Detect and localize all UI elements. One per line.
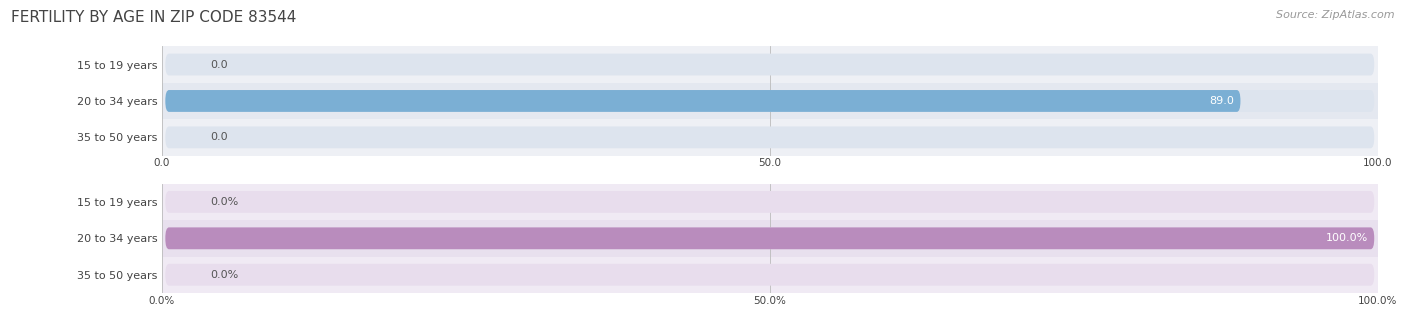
Text: 0.0%: 0.0% — [211, 270, 239, 280]
FancyBboxPatch shape — [166, 126, 1374, 148]
FancyBboxPatch shape — [166, 54, 1374, 75]
FancyBboxPatch shape — [166, 90, 1374, 112]
Text: Source: ZipAtlas.com: Source: ZipAtlas.com — [1277, 10, 1395, 20]
Bar — [162, 184, 1378, 220]
FancyBboxPatch shape — [166, 264, 1374, 286]
Bar — [162, 46, 1378, 83]
Text: 89.0: 89.0 — [1209, 96, 1234, 106]
FancyBboxPatch shape — [166, 227, 1374, 249]
Text: FERTILITY BY AGE IN ZIP CODE 83544: FERTILITY BY AGE IN ZIP CODE 83544 — [11, 10, 297, 25]
FancyBboxPatch shape — [166, 90, 1240, 112]
Text: 0.0: 0.0 — [211, 132, 228, 142]
Text: 100.0%: 100.0% — [1326, 233, 1368, 243]
Bar — [162, 83, 1378, 119]
Bar — [162, 220, 1378, 257]
Bar — [162, 257, 1378, 293]
Text: 0.0: 0.0 — [211, 60, 228, 70]
FancyBboxPatch shape — [166, 191, 1374, 213]
FancyBboxPatch shape — [166, 227, 1374, 249]
Text: 0.0%: 0.0% — [211, 197, 239, 207]
Bar — [162, 119, 1378, 156]
